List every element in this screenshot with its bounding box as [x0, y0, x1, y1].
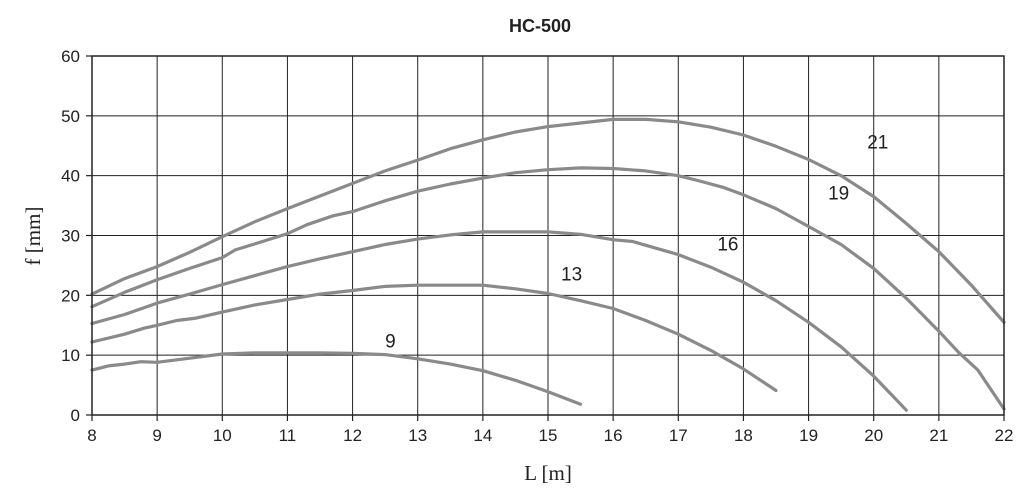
x-tick-label: 8 — [87, 426, 96, 445]
x-tick-label: 13 — [408, 426, 427, 445]
x-tick-label: 11 — [279, 426, 297, 445]
x-tick-label: 20 — [864, 426, 883, 445]
grid — [91, 55, 1005, 416]
series-line-13 — [90, 283, 778, 393]
x-tick-label: 10 — [213, 426, 232, 445]
x-tick-label: 19 — [799, 426, 818, 445]
x-tick-label: 15 — [539, 426, 558, 445]
x-tick-label: 16 — [604, 426, 623, 445]
y-tick-label: 0 — [71, 406, 80, 425]
x-axis-label: L [m] — [524, 461, 572, 485]
x-tick-label: 14 — [473, 426, 492, 445]
y-axis-ticks: 0 10 20 30 40 50 60 — [61, 47, 92, 425]
x-tick-label: 21 — [929, 426, 948, 445]
series-label-9: 9 — [385, 331, 396, 352]
x-tick-label: 12 — [343, 426, 362, 445]
y-tick-label: 50 — [61, 107, 80, 126]
series-label-19: 19 — [828, 184, 849, 205]
y-axis-label: f [mm] — [21, 207, 45, 266]
series-label-21: 21 — [867, 133, 888, 154]
series-label-13: 13 — [561, 264, 582, 285]
y-tick-label: 60 — [61, 47, 80, 66]
chart-title: HC-500 — [509, 16, 571, 36]
series-line-9 — [90, 351, 583, 406]
x-tick-label: 22 — [995, 426, 1014, 445]
y-tick-label: 20 — [61, 286, 80, 305]
series-line-19 — [90, 166, 1006, 411]
series-label-16: 16 — [717, 234, 738, 255]
series-layer — [90, 117, 1006, 412]
x-tick-label: 18 — [734, 426, 753, 445]
x-tick-label: 17 — [669, 426, 688, 445]
x-axis-ticks: 8 9 10 11 12 13 14 15 16 17 18 19 20 21 22 — [87, 415, 1013, 445]
y-tick-label: 40 — [61, 167, 80, 186]
series-line-16 — [90, 230, 908, 412]
y-tick-label: 10 — [61, 346, 80, 365]
series-line-21 — [90, 117, 1006, 324]
series-label-layer: 9 13 16 19 21 — [385, 133, 888, 353]
x-tick-label: 9 — [152, 426, 161, 445]
y-tick-label: 30 — [61, 227, 80, 246]
